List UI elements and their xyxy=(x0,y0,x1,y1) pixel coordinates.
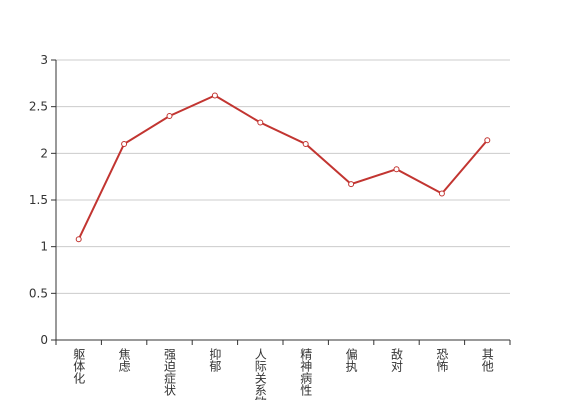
x-tick-label: 其他 xyxy=(480,348,494,372)
x-tick-label: 强迫症状 xyxy=(163,348,177,396)
y-tick-label: 0.5 xyxy=(29,286,48,300)
line xyxy=(77,94,489,240)
x-tick-label: 恐怖 xyxy=(435,348,449,372)
point xyxy=(166,113,173,119)
point xyxy=(302,141,309,147)
y-tick-label: 1 xyxy=(40,240,48,254)
x-tick-label: 敌对 xyxy=(390,347,404,372)
point xyxy=(75,236,82,243)
point xyxy=(348,181,355,188)
y-tick-label: 3 xyxy=(40,53,48,67)
x-tick-label: 精神病性 xyxy=(299,348,313,397)
point xyxy=(211,92,218,99)
x-tick-label: 人际关系敏感 xyxy=(253,348,267,400)
x-tick-label: 抑郁 xyxy=(208,347,222,373)
y-tick-label: 2.5 xyxy=(29,100,48,114)
y-tick-label: 0 xyxy=(40,333,48,347)
point xyxy=(438,190,445,197)
y-tick-label: 2 xyxy=(40,146,48,160)
x-tick-label: 偏执 xyxy=(344,347,358,373)
point xyxy=(393,166,400,173)
point xyxy=(484,137,491,144)
y-tick-label: 1.5 xyxy=(29,193,48,207)
x-tick-label: 焦虑 xyxy=(117,348,131,372)
x-tick-label: 躯体化 xyxy=(72,347,86,385)
point xyxy=(121,141,128,147)
point xyxy=(257,119,264,126)
